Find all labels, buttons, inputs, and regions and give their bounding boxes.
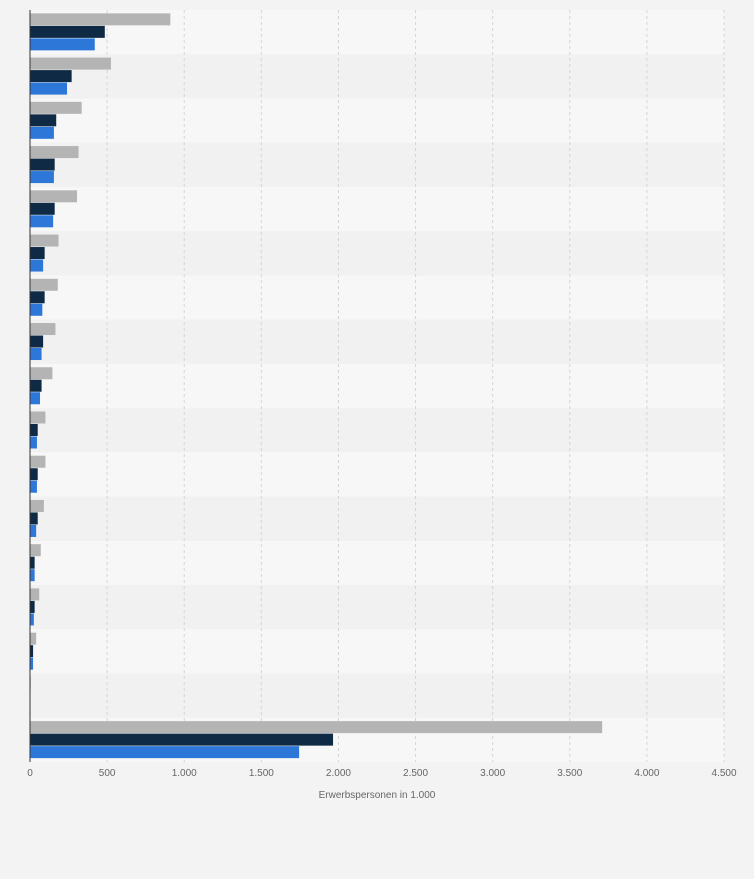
bar[interactable] xyxy=(30,114,57,127)
bar[interactable] xyxy=(30,455,46,468)
bar[interactable] xyxy=(30,202,55,215)
bar[interactable] xyxy=(30,392,41,405)
bar[interactable] xyxy=(30,335,44,348)
bar[interactable] xyxy=(30,291,45,304)
row-band xyxy=(30,186,724,232)
bar[interactable] xyxy=(30,171,54,184)
bar[interactable] xyxy=(30,101,82,114)
bar[interactable] xyxy=(30,190,78,203)
bar[interactable] xyxy=(30,645,34,658)
bar[interactable] xyxy=(30,247,45,260)
x-tick-label: 4.500 xyxy=(711,768,736,779)
bar[interactable] xyxy=(30,569,35,582)
bar[interactable] xyxy=(30,25,105,38)
bar[interactable] xyxy=(30,259,44,272)
bar[interactable] xyxy=(30,657,34,670)
row-band xyxy=(30,585,724,630)
bar[interactable] xyxy=(30,423,38,436)
bar[interactable] xyxy=(30,57,111,70)
row-band xyxy=(30,319,724,364)
bar[interactable] xyxy=(30,512,38,525)
bar[interactable] xyxy=(30,556,35,569)
x-tick-label: 0 xyxy=(27,768,33,779)
x-axis-title: Erwerbspersonen in 1.000 xyxy=(319,790,436,801)
bar[interactable] xyxy=(30,721,603,734)
bar[interactable] xyxy=(30,278,58,291)
bar[interactable] xyxy=(30,379,42,392)
bar[interactable] xyxy=(30,146,79,159)
row-bands xyxy=(30,10,724,762)
bar[interactable] xyxy=(30,468,38,481)
bar[interactable] xyxy=(30,70,72,83)
row-band xyxy=(30,54,724,99)
row-band xyxy=(30,408,724,453)
bar[interactable] xyxy=(30,215,54,228)
x-tick-label: 1.500 xyxy=(249,768,274,779)
x-tick-label: 3.000 xyxy=(480,768,505,779)
bar[interactable] xyxy=(30,126,54,139)
bar[interactable] xyxy=(30,303,43,316)
row-band xyxy=(30,673,724,718)
bar[interactable] xyxy=(30,544,41,557)
row-band xyxy=(30,231,724,276)
x-tick-label: 3.500 xyxy=(557,768,582,779)
row-band xyxy=(30,275,724,320)
bar[interactable] xyxy=(30,158,55,171)
row-band xyxy=(30,629,724,674)
row-band xyxy=(30,452,724,497)
bar[interactable] xyxy=(30,632,37,645)
bar[interactable] xyxy=(30,733,334,746)
bar[interactable] xyxy=(30,13,171,26)
gridlines xyxy=(106,10,725,762)
x-tick-label: 500 xyxy=(99,768,116,779)
row-band xyxy=(30,496,724,541)
bar[interactable] xyxy=(30,524,37,537)
bar[interactable] xyxy=(30,436,37,449)
bar[interactable] xyxy=(30,323,56,336)
x-tick-labels: 0 500 1.000 1.500 2.000 2.500 3.000 3.500 4.000 4… xyxy=(27,768,737,779)
bar[interactable] xyxy=(30,480,37,493)
x-tick-label: 2.000 xyxy=(326,768,351,779)
bar[interactable] xyxy=(30,82,68,95)
x-tick-label: 2.500 xyxy=(403,768,428,779)
bar[interactable] xyxy=(30,746,300,759)
row-band xyxy=(30,98,724,143)
bar[interactable] xyxy=(30,411,46,424)
row-band xyxy=(30,363,724,409)
row-band xyxy=(30,142,724,187)
x-tick-label: 1.000 xyxy=(172,768,197,779)
bar[interactable] xyxy=(30,499,44,512)
bar[interactable] xyxy=(30,613,34,626)
x-tick-label: 4.000 xyxy=(634,768,659,779)
bar[interactable] xyxy=(30,234,59,247)
bar[interactable] xyxy=(30,348,42,361)
bar[interactable] xyxy=(30,588,40,601)
bar[interactable] xyxy=(30,600,35,613)
bars xyxy=(30,13,603,759)
bar[interactable] xyxy=(30,38,95,51)
row-band xyxy=(30,540,724,586)
bar[interactable] xyxy=(30,367,53,380)
